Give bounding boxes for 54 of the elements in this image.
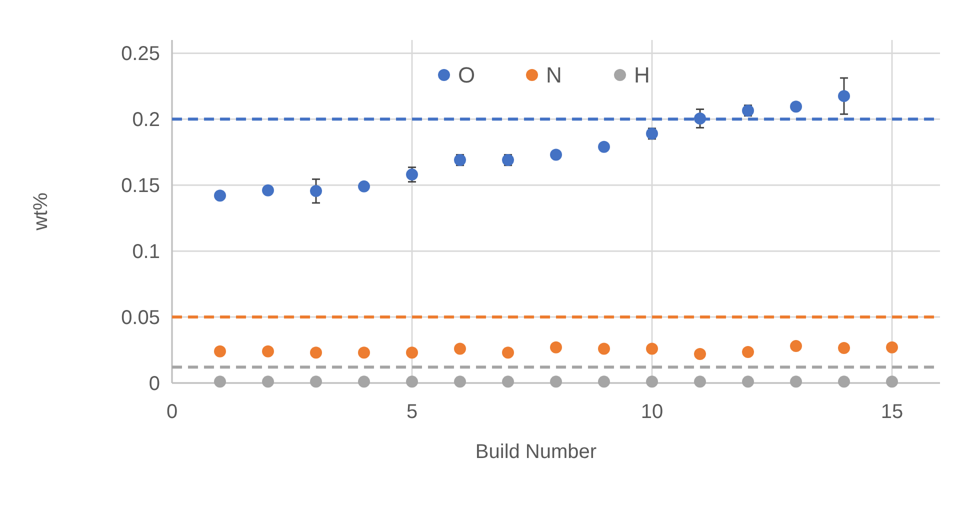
point	[790, 340, 802, 352]
point	[262, 376, 274, 388]
x-tick-label: 5	[406, 401, 418, 423]
y-tick-label: 0.1	[132, 241, 160, 264]
y-axis-title: wt%	[30, 192, 52, 232]
point	[646, 376, 658, 388]
point	[502, 376, 514, 388]
point	[262, 345, 274, 358]
y-tick-label: 0.05	[121, 307, 160, 330]
point	[550, 376, 562, 388]
point	[838, 376, 850, 388]
y-tick-label: 0.15	[121, 175, 160, 198]
legend-label: N	[546, 62, 562, 88]
point	[310, 346, 322, 359]
point	[694, 348, 706, 360]
legend-label: H	[634, 62, 650, 88]
point	[790, 376, 802, 388]
legend-label: O	[458, 62, 476, 88]
point	[550, 341, 562, 354]
point	[214, 345, 226, 358]
x-tick-label: 0	[166, 401, 178, 423]
point	[502, 346, 514, 359]
point	[838, 342, 850, 354]
point	[838, 90, 850, 102]
point	[406, 376, 418, 388]
x-tick-label: 15	[880, 401, 904, 423]
x-axis-title: Build Number	[475, 441, 597, 463]
y-tick-label: 0.2	[132, 109, 160, 132]
point	[310, 185, 322, 198]
point	[358, 376, 370, 388]
point	[550, 148, 562, 161]
point	[598, 140, 610, 153]
point	[358, 180, 370, 192]
y-tick-label: 0.25	[121, 43, 160, 66]
point	[454, 376, 466, 388]
point	[886, 376, 898, 388]
point	[358, 346, 370, 359]
point	[742, 376, 754, 388]
point	[694, 112, 706, 124]
point	[646, 342, 658, 355]
y-tick-label: 0	[148, 373, 160, 395]
point	[214, 190, 226, 202]
point	[694, 376, 706, 388]
point	[598, 376, 610, 388]
point	[214, 376, 226, 388]
point	[886, 341, 898, 354]
point	[262, 184, 274, 196]
point	[454, 342, 466, 355]
point	[406, 346, 418, 359]
x-tick-label: 10	[640, 401, 664, 423]
point	[310, 376, 322, 388]
point	[742, 346, 754, 358]
point	[790, 100, 802, 113]
point	[598, 342, 610, 355]
